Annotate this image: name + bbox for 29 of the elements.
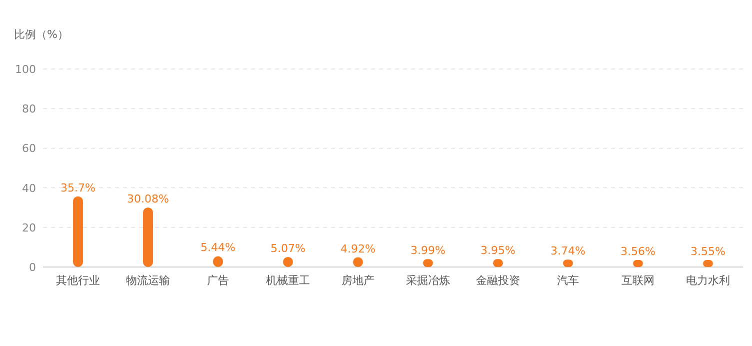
- x-tick-label: 广告: [207, 274, 229, 287]
- data-label: 3.74%: [550, 244, 586, 258]
- y-tick-label: 20: [22, 221, 36, 234]
- data-label: 3.55%: [690, 244, 726, 258]
- y-tick-label: 0: [29, 261, 36, 274]
- x-tick-label: 物流运输: [126, 274, 170, 287]
- x-tick-label: 金融投资: [476, 274, 520, 287]
- x-tick-label: 房地产: [342, 274, 374, 287]
- x-tick-label: 互联网: [622, 274, 654, 287]
- x-tick-label: 电力水利: [686, 274, 730, 287]
- data-label: 3.99%: [410, 244, 446, 258]
- data-label: 5.07%: [270, 242, 306, 255]
- data-label: 35.7%: [60, 181, 96, 194]
- data-label: 4.92%: [340, 242, 376, 256]
- bar: [143, 207, 153, 267]
- x-tick-label: 机械重工: [266, 274, 310, 287]
- data-label: 3.56%: [620, 244, 656, 258]
- y-tick-label: 80: [22, 102, 36, 116]
- data-label: 5.44%: [200, 241, 236, 254]
- data-label: 30.08%: [127, 192, 169, 206]
- y-tick-label: 100: [15, 63, 36, 76]
- y-tick-label: 40: [22, 182, 36, 195]
- x-tick-label: 其他行业: [56, 274, 100, 287]
- x-tick-label: 汽车: [557, 274, 579, 287]
- y-axis-title: 比例（%）: [14, 28, 68, 41]
- y-tick-label: 60: [22, 142, 36, 156]
- bar: [73, 196, 83, 267]
- x-tick-label: 采掘冶炼: [406, 274, 450, 287]
- data-label: 3.95%: [480, 244, 516, 258]
